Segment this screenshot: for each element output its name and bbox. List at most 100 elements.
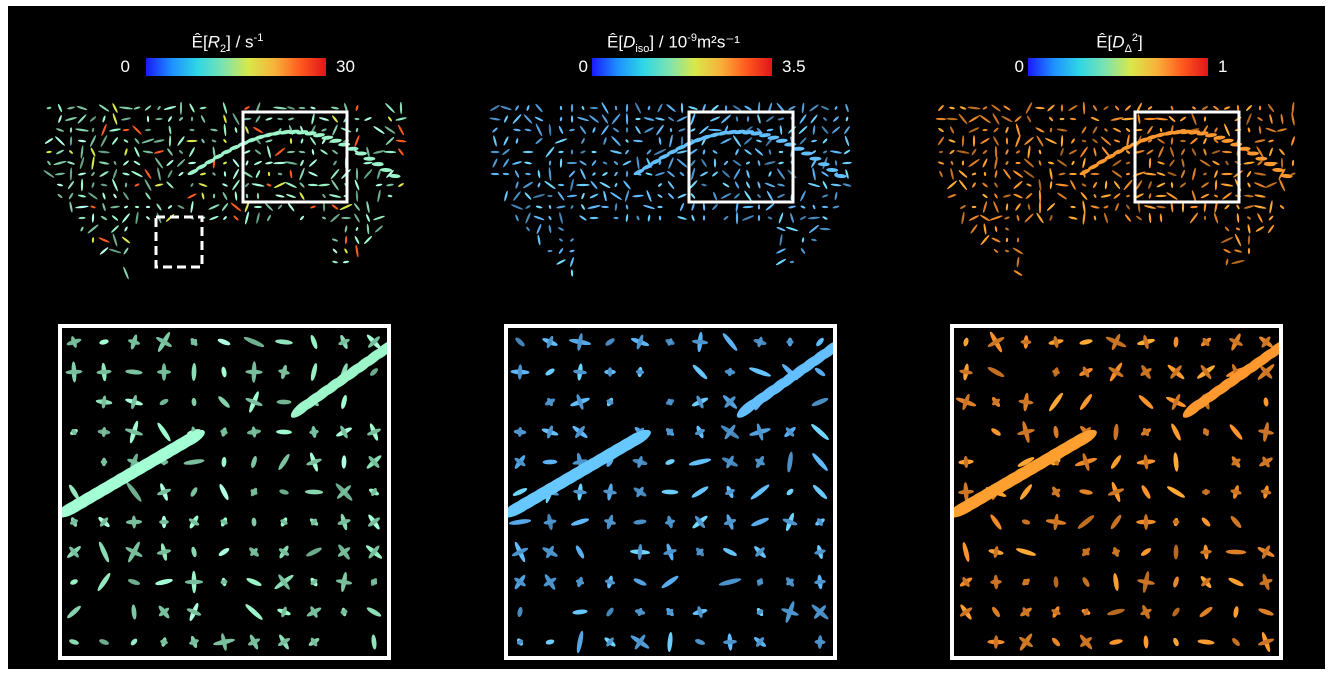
tensor-glyph (210, 128, 218, 132)
tensor-glyph (575, 579, 585, 585)
tensor-glyph (91, 237, 95, 243)
tensor-glyph (1143, 334, 1149, 350)
tensor-glyph (99, 339, 109, 345)
colorbar (1028, 58, 1208, 76)
tensor-glyph (1148, 212, 1152, 224)
tensor-glyph (1267, 103, 1275, 113)
tensor-glyph (492, 158, 498, 168)
tensor-glyph (514, 577, 526, 587)
tensor-glyph (1163, 130, 1175, 136)
tensor-glyph (1280, 173, 1293, 179)
tensor-glyph (230, 202, 242, 212)
colorbar-max-label: 30 (336, 57, 355, 76)
tensor-glyph (1199, 606, 1213, 618)
tensor-glyph (1166, 192, 1178, 200)
tensor-glyph (1046, 203, 1056, 211)
colorbar-min-label: 0 (578, 57, 588, 76)
tensor-glyph (961, 160, 965, 166)
tensor-glyph (1190, 137, 1198, 145)
tensor-glyph (556, 205, 566, 209)
tensor-glyph (690, 193, 696, 199)
tensor-glyph (1221, 150, 1233, 154)
tensor-glyph (75, 205, 89, 209)
tensor-glyph (1005, 137, 1009, 145)
tensor-glyph (188, 518, 200, 526)
tensor-glyph (100, 183, 108, 187)
tensor-glyph (983, 201, 987, 213)
tensor-glyph (613, 216, 619, 220)
tensor-glyph (589, 193, 599, 199)
tensor-glyph (232, 112, 240, 126)
tensor-glyph (587, 205, 601, 209)
tensor-glyph (611, 136, 621, 146)
tensor-glyph (607, 367, 613, 377)
tensor-glyph (267, 145, 271, 159)
tensor-glyph (341, 455, 347, 469)
tensor-glyph (948, 139, 956, 143)
tensor-glyph (1265, 127, 1277, 133)
tensor-glyph (354, 179, 360, 191)
tensor-glyph (80, 226, 84, 232)
tensor-glyph (712, 204, 718, 210)
tensor-glyph (723, 519, 737, 525)
tensor-glyph (524, 128, 532, 132)
tensor-glyph (377, 189, 381, 203)
tensor-glyph (1016, 256, 1020, 268)
tensor-glyph (78, 216, 86, 220)
tensor-glyph (570, 518, 590, 526)
tensor-glyph (1200, 364, 1212, 380)
tensor-glyph (724, 424, 736, 440)
tensor-glyph (69, 127, 73, 133)
tensor-glyph (1267, 224, 1275, 234)
tensor-glyph (834, 191, 838, 201)
tensor-glyph (1173, 336, 1179, 348)
tensor-glyph (112, 178, 118, 192)
tensor-glyph (609, 150, 623, 154)
tensor-glyph (371, 634, 377, 650)
tensor-glyph (722, 182, 730, 188)
tensor-glyph (537, 182, 541, 188)
tensor-glyph (1104, 153, 1116, 160)
tensor-glyph (1247, 224, 1251, 234)
tensor-glyph (243, 150, 251, 154)
tensor-glyph (822, 150, 828, 154)
tensor-glyph (245, 193, 249, 199)
tensor-glyph (1180, 139, 1186, 143)
tensor-glyph (993, 545, 999, 559)
tensor-glyph (1056, 128, 1068, 132)
tensor-glyph (371, 487, 377, 497)
tensor-glyph (298, 106, 306, 110)
tensor-glyph (658, 215, 662, 221)
tensor-glyph (1269, 114, 1273, 124)
tensor-glyph (1147, 125, 1153, 135)
tensor-glyph (1254, 182, 1266, 188)
tensor-glyph (558, 150, 564, 154)
tensor-glyph (575, 545, 585, 559)
tensor-glyph (1202, 429, 1210, 435)
tensor-glyph (271, 130, 283, 136)
tensor-glyph (724, 396, 736, 408)
tensor-glyph (732, 159, 742, 167)
tensor-glyph (1246, 104, 1252, 112)
tensor-glyph (1123, 179, 1133, 191)
tensor-glyph (113, 161, 117, 165)
tensor-glyph (124, 182, 128, 188)
tensor-glyph (726, 455, 734, 469)
tensor-glyph (191, 363, 197, 381)
tensor-glyph (1004, 249, 1010, 253)
tensor-glyph (1231, 458, 1241, 466)
tensor-glyph (221, 456, 227, 468)
tensor-glyph (1023, 578, 1029, 586)
tensor-glyph (750, 484, 770, 500)
tensor-glyph (524, 192, 532, 200)
tensor-glyph (1112, 159, 1122, 167)
tensor-glyph (133, 106, 141, 110)
tensor-glyph (690, 159, 696, 167)
tensor-glyph (1168, 115, 1176, 123)
tensor-glyph (799, 137, 807, 145)
tensor-glyph (1254, 139, 1266, 143)
tensor-glyph (212, 153, 224, 160)
tensor-glyph (190, 183, 194, 187)
tensor-glyph (1203, 488, 1209, 496)
tensor-glyph (522, 150, 534, 154)
